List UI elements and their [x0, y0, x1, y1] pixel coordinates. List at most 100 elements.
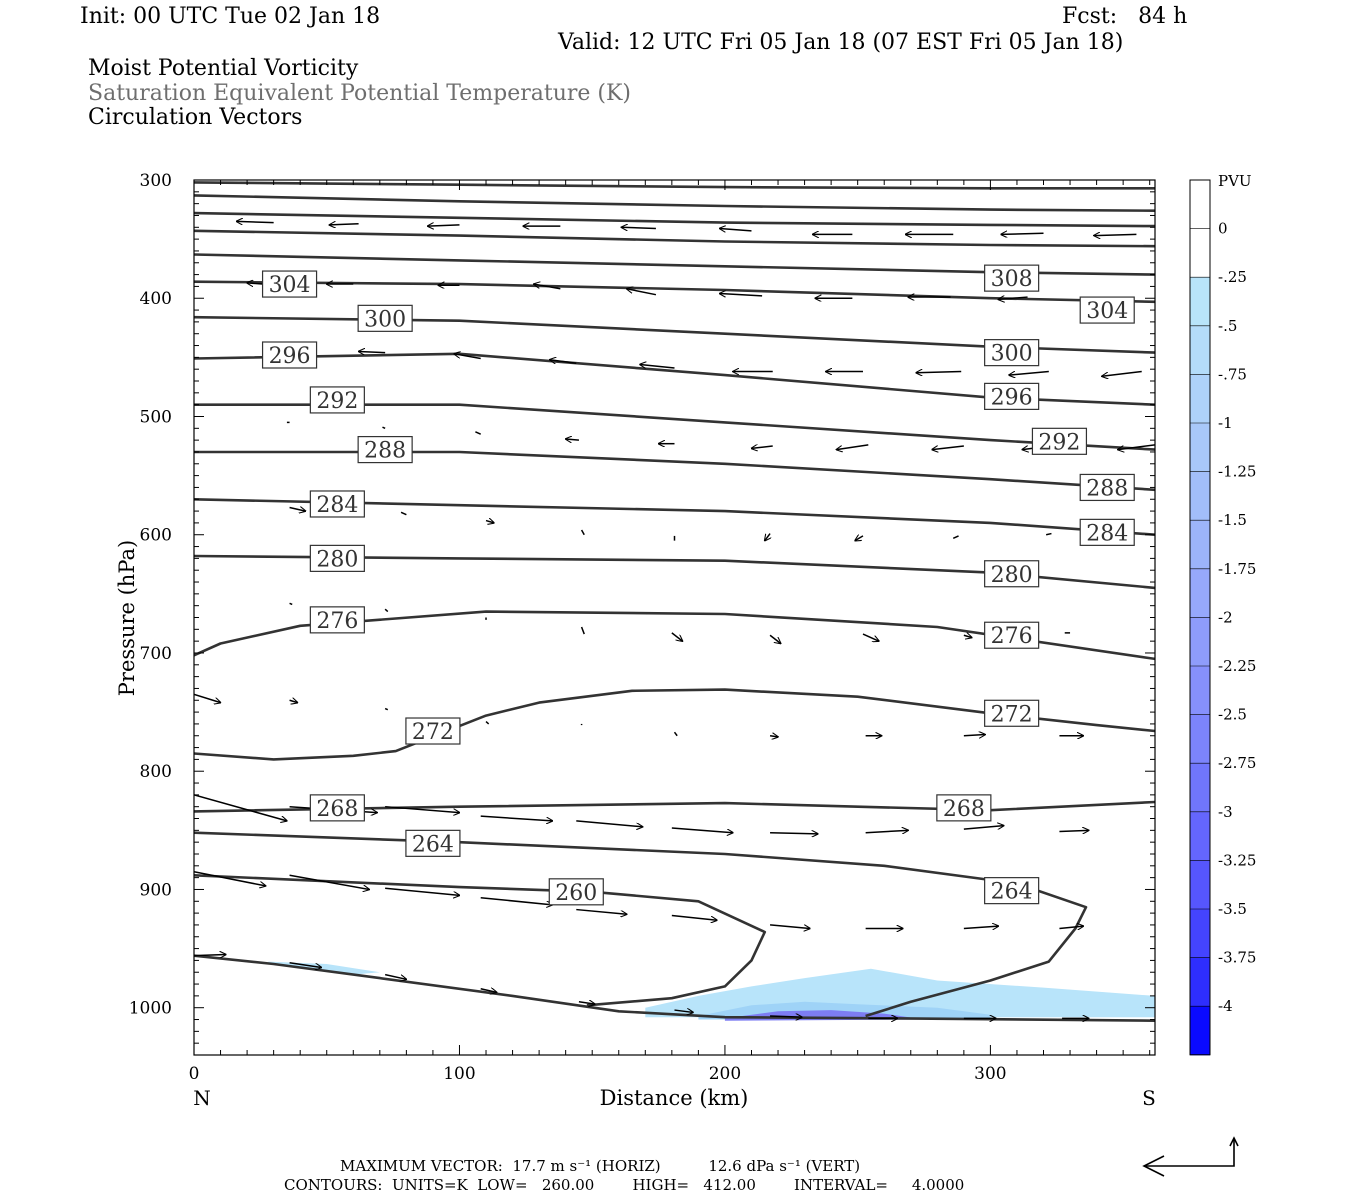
- circulation-vector: [485, 720, 490, 725]
- colorbar-level-label: -3: [1218, 803, 1233, 821]
- theta-es-contour: [194, 498, 1155, 536]
- theta-es-contour: [194, 610, 1155, 661]
- circulation-vector: [385, 887, 459, 895]
- y-tick-label: 900: [140, 880, 172, 900]
- contour-label: 264: [991, 880, 1033, 905]
- theta-es-contour: [194, 554, 1155, 590]
- y-tick-label: 500: [140, 407, 172, 427]
- contour-label-box: [357, 304, 413, 332]
- circulation-vector: [384, 973, 406, 980]
- circulation-vector: [963, 635, 972, 637]
- colorbar-swatch: [1190, 860, 1210, 910]
- contour-label-box: [261, 341, 318, 369]
- contour-label: 300: [364, 307, 406, 332]
- colorbar-swatch: [1190, 957, 1210, 1007]
- circulation-vector: [289, 962, 322, 968]
- circulation-vector: [194, 693, 221, 702]
- colorbar-swatch: [1190, 1006, 1210, 1056]
- colorbar-level-label: -1.75: [1218, 560, 1256, 578]
- circulation-vector: [963, 735, 985, 736]
- contour-label: 292: [316, 389, 358, 414]
- colorbar-level-label: -1.25: [1218, 463, 1256, 481]
- contour-label: 288: [364, 439, 406, 464]
- circulation-vector: [862, 633, 879, 641]
- circulation-vector: [534, 284, 561, 290]
- colorbar-level-label: -3.25: [1218, 851, 1256, 869]
- circulation-vector: [916, 372, 962, 373]
- colorbar-level-label: -2.75: [1218, 754, 1256, 772]
- circulation-vector: [289, 874, 370, 889]
- contour-label: 288: [1086, 476, 1128, 501]
- circulation-vector: [671, 914, 717, 920]
- contour-label: 272: [991, 702, 1033, 727]
- colorbar-level-label: -2: [1218, 608, 1233, 626]
- circulation-vector: [765, 533, 770, 541]
- contour-label: 296: [991, 385, 1033, 410]
- circulation-vector: [720, 294, 763, 296]
- circulation-vector: [384, 707, 389, 711]
- colorbar-level-label: -1.5: [1218, 511, 1247, 529]
- y-tick-label: 400: [140, 289, 172, 309]
- colorbar-swatch: [1190, 617, 1210, 667]
- circulation-vector: [428, 225, 460, 226]
- theta-es-contour: [194, 253, 1155, 276]
- theta-es-contour: [194, 229, 1155, 248]
- circulation-vector: [480, 989, 497, 993]
- circulation-vector: [627, 289, 657, 296]
- circulation-vector: [194, 794, 287, 821]
- circulation-vector: [769, 634, 781, 643]
- contour-label-box: [309, 794, 365, 822]
- circulation-vector: [963, 826, 1004, 830]
- contour-label-box: [984, 699, 1040, 727]
- colorbar-level-label: -3.75: [1218, 949, 1256, 967]
- circulation-vector: [1059, 926, 1083, 928]
- contour-label: 280: [316, 547, 358, 572]
- circulation-vector: [576, 908, 626, 915]
- circulation-vector: [621, 227, 656, 228]
- colorbar-swatch: [1190, 374, 1210, 424]
- forecast-hour: Fcst: 84 h: [1062, 4, 1188, 29]
- theta-es-contour: [194, 450, 1155, 492]
- title-vectors: Circulation Vectors: [88, 105, 303, 130]
- circulation-vector: [236, 221, 274, 222]
- circulation-vector: [480, 815, 553, 821]
- pv-fill-light: [268, 961, 380, 975]
- colorbar-swatch: [1190, 423, 1210, 473]
- circulation-vector: [855, 536, 864, 541]
- contour-label-box: [984, 264, 1040, 292]
- circulation-vector: [1094, 234, 1137, 235]
- init-time: Init: 00 UTC Tue 02 Jan 18: [80, 4, 381, 29]
- colorbar-swatch: [1190, 520, 1210, 570]
- circulation-vector: [932, 445, 964, 450]
- contour-label: 264: [412, 832, 454, 857]
- contour-label: 304: [269, 273, 311, 298]
- contour-label-box: [984, 339, 1040, 367]
- contour-label: 260: [555, 881, 597, 906]
- contour-label: 296: [269, 344, 311, 369]
- circulation-vector: [359, 351, 386, 352]
- circulation-vector: [952, 535, 959, 539]
- colorbar-level-label: -.75: [1218, 365, 1247, 383]
- colorbar-swatch: [1190, 277, 1210, 327]
- x-axis-title: Distance (km): [600, 1086, 749, 1110]
- colorbar-swatch: [1190, 714, 1210, 764]
- x-tick-label: 300: [974, 1064, 1006, 1084]
- circulation-vector: [475, 431, 482, 435]
- theta-es-contour: [194, 831, 1088, 1018]
- circulation-vector: [998, 297, 1028, 299]
- circulation-vector: [770, 924, 810, 929]
- contour-label-box: [1031, 427, 1088, 455]
- circulation-vector: [963, 926, 999, 928]
- colorbar-swatch: [1190, 909, 1210, 959]
- y-tick-label: 1000: [129, 999, 172, 1019]
- colorbar-level-label: 0: [1218, 220, 1228, 238]
- colorbar-level-label: -.25: [1218, 268, 1247, 286]
- max-vector-note: MAXIMUM VECTOR: 17.7 m s⁻¹ (HORIZ) 12.6 …: [340, 1157, 861, 1175]
- circulation-vector: [289, 602, 293, 606]
- title-pv: Moist Potential Vorticity: [88, 56, 359, 81]
- circulation-vector: [720, 228, 752, 230]
- circulation-vector: [576, 820, 642, 827]
- contour-label: 268: [943, 797, 985, 822]
- colorbar-swatch: [1190, 180, 1210, 230]
